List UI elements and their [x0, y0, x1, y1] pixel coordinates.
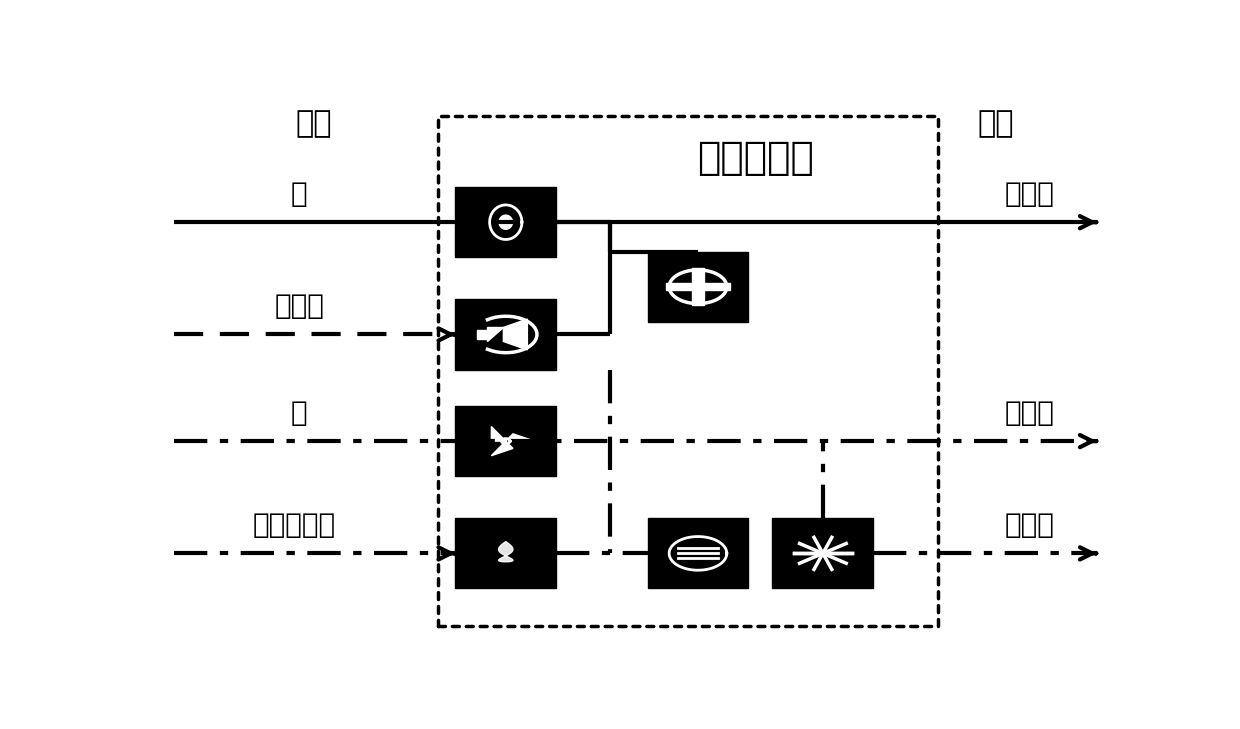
Polygon shape — [477, 330, 486, 340]
Text: 输入: 输入 — [295, 109, 332, 139]
Polygon shape — [498, 215, 512, 229]
Bar — [773, 518, 873, 588]
Polygon shape — [692, 268, 704, 305]
Bar — [647, 252, 749, 321]
Polygon shape — [491, 441, 513, 456]
Bar — [455, 300, 557, 370]
Polygon shape — [486, 327, 503, 341]
Polygon shape — [491, 426, 506, 441]
Text: 热: 热 — [291, 399, 308, 427]
Text: 热负荷: 热负荷 — [1004, 399, 1054, 427]
Text: 天然气: 天然气 — [274, 292, 324, 321]
Bar — [455, 406, 557, 476]
Text: 能源集线器: 能源集线器 — [697, 139, 815, 176]
Bar — [455, 518, 557, 588]
Bar — [647, 518, 749, 588]
Text: 生物质燃料: 生物质燃料 — [253, 511, 336, 539]
Text: 电: 电 — [291, 180, 308, 208]
Polygon shape — [666, 284, 729, 290]
Text: 输出: 输出 — [977, 109, 1014, 139]
Polygon shape — [506, 434, 534, 441]
Polygon shape — [503, 319, 527, 350]
Polygon shape — [498, 542, 513, 562]
Text: 电负荷: 电负荷 — [1004, 180, 1054, 208]
Text: 冷负荷: 冷负荷 — [1004, 511, 1054, 539]
Bar — [455, 187, 557, 257]
